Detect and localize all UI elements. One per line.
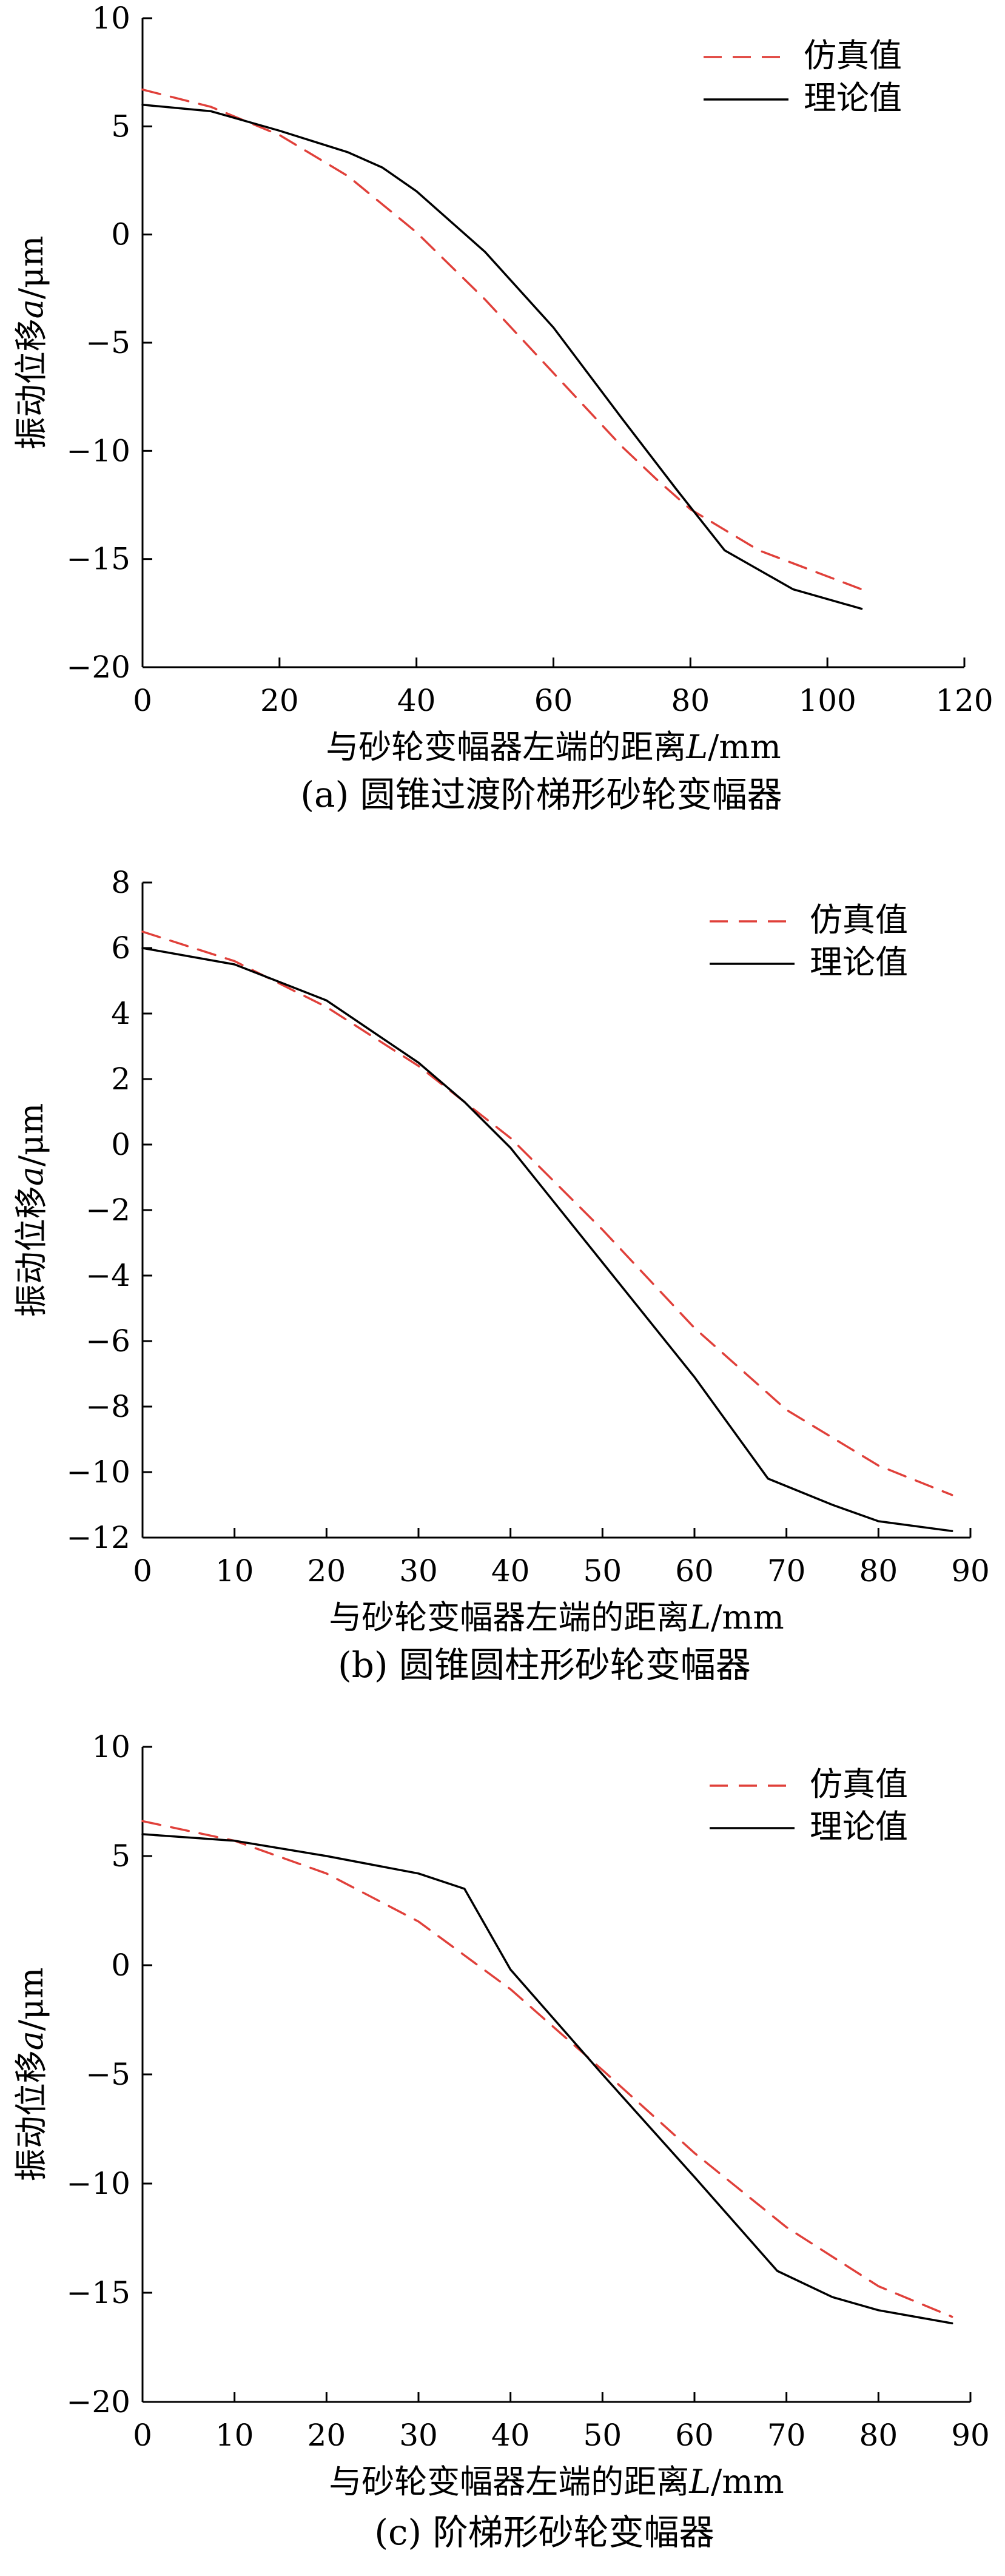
panel-caption: (c) 阶梯形砂轮变幅器 (374, 2512, 714, 2553)
x-tick-label: 30 (399, 1553, 438, 1589)
y-tick-label: −5 (86, 2057, 130, 2092)
y-tick-label: 8 (111, 865, 130, 900)
y-tick-label: −8 (86, 1389, 130, 1424)
x-tick-label: 20 (260, 683, 299, 718)
x-tick-label: 20 (308, 1553, 346, 1589)
series-line-theoretical (141, 947, 953, 1532)
y-tick-label: 0 (111, 1948, 130, 1983)
series-line-theoretical (141, 103, 863, 610)
x-tick-label: 60 (675, 2418, 714, 2453)
x-tick-label: 50 (583, 2418, 622, 2453)
y-tick-label: −10 (66, 2166, 130, 2201)
legend-label: 理论值 (810, 943, 908, 981)
x-tick-label: 10 (215, 2418, 254, 2453)
y-tick-label: 6 (111, 930, 130, 966)
x-tick-label: 40 (397, 683, 436, 718)
y-axis-label: 振动位移a/μm (12, 1968, 50, 2182)
x-tick-label: 50 (583, 1553, 622, 1589)
chart-panel-a: 0 20 40 60 80 100 120 −20 −15 −10 −5 0 5 10 与砂轮变幅器左端的距… (12, 1, 993, 815)
y-tick-label: −10 (66, 1454, 130, 1490)
y-tick-label: −15 (66, 542, 130, 577)
chart-panel-b: 0 10 20 30 40 50 60 70 80 90 −12 −10 −8 −6 −4 −2 0 2 4 6 8 与砂… (12, 865, 990, 1686)
y-tick-label: 10 (92, 1, 130, 36)
x-tick-label: 70 (767, 2418, 806, 2453)
x-tick-label: 0 (133, 2418, 152, 2453)
y-tick-label: −4 (86, 1258, 130, 1293)
y-tick-label: 5 (111, 1838, 130, 1874)
y-tick-label: 0 (111, 1127, 130, 1162)
x-tick-label: 30 (399, 2418, 438, 2453)
x-tick-label: 40 (491, 1553, 530, 1589)
y-tick-label: −6 (86, 1323, 130, 1359)
y-tick-label: −5 (86, 325, 130, 360)
x-tick-label: 70 (767, 1553, 806, 1589)
x-axis-label: 与砂轮变幅器左端的距离L/mm (329, 2463, 784, 2501)
y-axis-label: 振动位移a/μm (12, 236, 50, 450)
x-tick-label: 80 (859, 1553, 898, 1589)
x-tick-label: 0 (133, 683, 152, 718)
y-tick-label: 5 (111, 109, 130, 144)
x-tick-label: 90 (951, 2418, 990, 2453)
legend-label: 仿真值 (804, 36, 902, 75)
y-tick-label: −12 (66, 1520, 130, 1555)
legend-label: 理论值 (810, 1808, 908, 1846)
x-tick-label: 60 (534, 683, 573, 718)
y-tick-label: −10 (66, 433, 130, 468)
panel-caption: (b) 圆锥圆柱形砂轮变幅器 (338, 1644, 751, 1686)
y-axis-label: 振动位移a/μm (12, 1103, 50, 1317)
y-tick-label: −20 (66, 650, 130, 685)
x-tick-label: 60 (675, 1553, 714, 1589)
chart-panel-c: 0 10 20 30 40 50 60 70 80 90 −20 −15 −10 −5 0 5 10 与砂轮变幅器… (12, 1729, 990, 2553)
legend-label: 理论值 (804, 79, 902, 117)
x-axis-label: 与砂轮变幅器左端的距离L/mm (326, 728, 781, 766)
x-tick-label: 80 (671, 683, 710, 718)
y-tick-label: 0 (111, 217, 130, 252)
y-tick-label: 2 (111, 1061, 130, 1097)
series-line-simulated (141, 1820, 953, 2318)
x-tick-label: 100 (798, 683, 856, 718)
series-line-simulated (141, 930, 953, 1496)
y-tick-label: 4 (111, 996, 130, 1031)
y-tick-label: −2 (86, 1192, 130, 1228)
legend-label: 仿真值 (810, 1765, 908, 1803)
x-axis-label: 与砂轮变幅器左端的距离L/mm (329, 1598, 784, 1636)
y-tick-label: −15 (66, 2275, 130, 2310)
y-tick-label: 10 (92, 1729, 130, 1764)
x-tick-label: 0 (133, 1553, 152, 1589)
legend-label: 仿真值 (810, 901, 908, 939)
x-tick-label: 90 (951, 1553, 990, 1589)
x-tick-label: 40 (491, 2418, 530, 2453)
panel-caption: (a) 圆锥过渡阶梯形砂轮变幅器 (300, 774, 782, 815)
x-tick-label: 120 (935, 683, 993, 718)
series-line-simulated (141, 88, 863, 591)
x-tick-label: 10 (215, 1553, 254, 1589)
y-tick-label: −20 (66, 2384, 130, 2420)
series-line-theoretical (141, 1833, 953, 2325)
x-tick-label: 20 (308, 2418, 346, 2453)
x-tick-label: 80 (859, 2418, 898, 2453)
